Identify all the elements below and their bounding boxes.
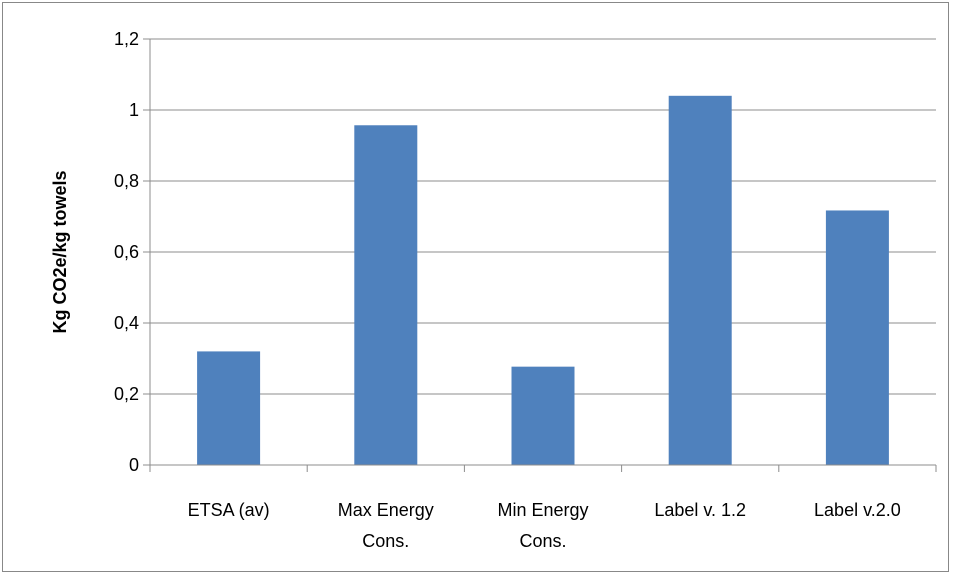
y-tick-labels: 0 0,2 0,4 0,6 0,8 1 1,2 [114, 29, 139, 475]
x-tick-label: Min Energy [497, 500, 588, 520]
y-tick-label: 0 [129, 455, 139, 475]
bar [197, 351, 261, 465]
y-axis-label: Kg CO2e/kg towels [50, 170, 70, 333]
x-tick-label: Cons. [362, 531, 409, 551]
x-tick-labels: ETSA (av) Max Energy Cons. Min Energy Cons. L… [188, 500, 901, 551]
bar [825, 210, 889, 465]
x-tick-label: Cons. [519, 531, 566, 551]
bar [511, 366, 575, 465]
bars [197, 95, 889, 466]
x-tick-label: Label v. 1.2 [654, 500, 746, 520]
bar [354, 125, 418, 465]
x-tick-label: ETSA (av) [188, 500, 270, 520]
y-tick-label: 1,2 [114, 29, 139, 49]
y-tick-label: 1 [129, 100, 139, 120]
x-tick-label: Label v.2.0 [814, 500, 901, 520]
y-tick-label: 0,8 [114, 171, 139, 191]
axes [143, 38, 937, 472]
x-tick-label: Max Energy [338, 500, 434, 520]
y-tick-label: 0,2 [114, 384, 139, 404]
gridlines [150, 38, 936, 395]
y-tick-label: 0,4 [114, 313, 139, 333]
bar [668, 95, 732, 466]
y-tick-label: 0,6 [114, 242, 139, 262]
